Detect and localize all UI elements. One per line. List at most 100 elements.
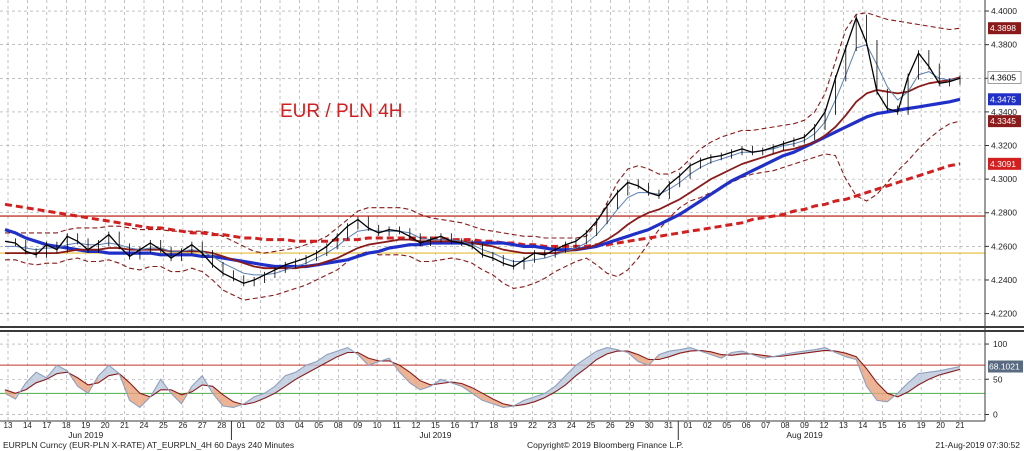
- x-tick-label: 18: [489, 421, 498, 430]
- osc-y-tick-label: 0: [993, 409, 998, 419]
- last-value-badge: [988, 115, 1021, 128]
- osc-fill-segment: [731, 351, 742, 356]
- osc-fill-segment: [908, 373, 919, 392]
- x-tick-label: 08: [781, 421, 790, 430]
- chart-title: EUR / PLN 4H: [280, 101, 402, 122]
- last-value-label: 4.3091: [990, 159, 1016, 169]
- series-line-band: [5, 120, 961, 301]
- osc-fill-segment: [274, 375, 286, 394]
- x-tick-label: 11: [392, 421, 401, 430]
- x-tick-label: 25: [159, 421, 168, 430]
- x-tick-label: 17: [470, 421, 479, 430]
- footer-copyright: Copyright© 2019 Bloomberg Finance L.P.: [527, 440, 683, 450]
- osc-fill-segment: [5, 389, 16, 399]
- x-tick-label: 15: [878, 421, 887, 430]
- x-tick-label: 16: [450, 421, 459, 430]
- osc-fill-segment: [139, 393, 151, 408]
- x-tick-label: 24: [140, 421, 149, 430]
- price-y-tick-label: 4.2200: [991, 309, 1017, 319]
- osc-fill-segment: [191, 375, 203, 392]
- osc-fill-segment: [575, 358, 587, 376]
- x-tick-label: 07: [761, 421, 770, 430]
- x-tick-label: 15: [431, 421, 440, 430]
- x-tick-label: 14: [858, 421, 867, 430]
- osc-fill-segment: [866, 368, 877, 401]
- x-tick-label: 14: [23, 421, 32, 430]
- osc-fill-segment: [223, 394, 234, 408]
- price-series: [4, 12, 961, 301]
- osc-fill-segment: [586, 351, 597, 368]
- price-grid: [0, 0, 985, 324]
- osc-fill-segment: [212, 386, 223, 406]
- x-tick-label: 28: [217, 421, 226, 430]
- osc-fill-segment: [607, 347, 618, 354]
- x-tick-label: 19: [917, 421, 926, 430]
- x-tick-label: 05: [314, 421, 323, 430]
- series-line-band: [5, 12, 961, 254]
- last-value-badge: [987, 71, 1022, 84]
- osc-last-value-badge: [988, 360, 1023, 373]
- osc-fill-segment: [389, 358, 400, 373]
- x-tick-label: 22: [528, 421, 537, 430]
- x-tick-label: 17: [42, 421, 51, 430]
- osc-fill-segment: [928, 370, 940, 380]
- x-tick-label: 21: [120, 421, 129, 430]
- osc-slow-line: [4, 349, 961, 407]
- osc-y-tick-label: 50: [993, 374, 1003, 384]
- x-tick-label: 10: [373, 421, 382, 430]
- x-tick-label: 31: [664, 421, 673, 430]
- x-month-label: Jul 2019: [419, 430, 451, 440]
- osc-fast-line: [4, 346, 961, 409]
- last-value-label: 4.3605: [990, 72, 1016, 82]
- osc-fill-segment: [492, 399, 504, 408]
- series-line-ma_mid: [5, 76, 961, 270]
- footer-source: EURPLN Curncy (EUR-PLN X-RATE) AT_EURPLN…: [3, 440, 294, 450]
- price-y-tick-label: 4.3400: [991, 107, 1017, 117]
- osc-fill-segment: [56, 365, 68, 374]
- osc-fill-segment: [316, 354, 327, 368]
- x-tick-label: 16: [897, 421, 906, 430]
- osc-fill-segment: [461, 383, 473, 394]
- osc-y-tick-label: 100: [993, 339, 1007, 349]
- x-tick-label: 19: [81, 421, 90, 430]
- osc-fill-segment: [25, 372, 37, 390]
- price-y-tick-label: 4.3200: [991, 141, 1017, 151]
- price-y-tick-label: 4.2800: [991, 208, 1017, 218]
- x-tick-label: 09: [353, 421, 362, 430]
- last-value-badge: [988, 157, 1021, 170]
- x-tick-label: 29: [625, 421, 634, 430]
- osc-fill-segment: [949, 366, 960, 373]
- x-tick-label: 20: [936, 421, 945, 430]
- osc-fill-segment: [544, 386, 556, 398]
- x-tick-label: 04: [295, 421, 304, 430]
- osc-fill-segment: [710, 351, 722, 359]
- price-y-tick-label: 4.4000: [991, 6, 1017, 16]
- osc-fill-segment: [264, 386, 275, 399]
- osc-fill-segment: [845, 353, 857, 360]
- x-tick-label: 05: [722, 421, 731, 430]
- x-tick-label: 13: [4, 421, 13, 430]
- osc-fill-segment: [295, 365, 306, 380]
- x-tick-label: 12: [412, 421, 421, 430]
- oscillator-y-axis: 100 50 0 68.1021: [985, 339, 1023, 419]
- osc-fill-segment: [555, 375, 566, 392]
- last-value-badge: [988, 22, 1021, 35]
- x-tick-label: 30: [645, 421, 654, 430]
- price-y-tick-label: 4.2400: [991, 275, 1017, 285]
- x-tick-label: 03: [276, 421, 285, 430]
- last-value-badge: [988, 93, 1021, 106]
- osc-fill-segment: [129, 382, 140, 408]
- x-axis: 13 14 17 18 19 20 21 24 25 26 27 28 01 02 03 04 05 08 09 10…: [4, 421, 965, 440]
- x-tick-label: 08: [334, 421, 343, 430]
- osc-fill-segment: [877, 382, 888, 402]
- osc-fill-segment: [565, 365, 576, 385]
- x-tick-label: 27: [198, 421, 207, 430]
- x-tick-label: 25: [586, 421, 595, 430]
- osc-fill-segment: [98, 365, 109, 383]
- x-tick-label: 20: [101, 421, 110, 430]
- oscillator-grid: [0, 333, 985, 420]
- osc-fill-segment: [534, 393, 545, 402]
- x-tick-label: 02: [256, 421, 265, 430]
